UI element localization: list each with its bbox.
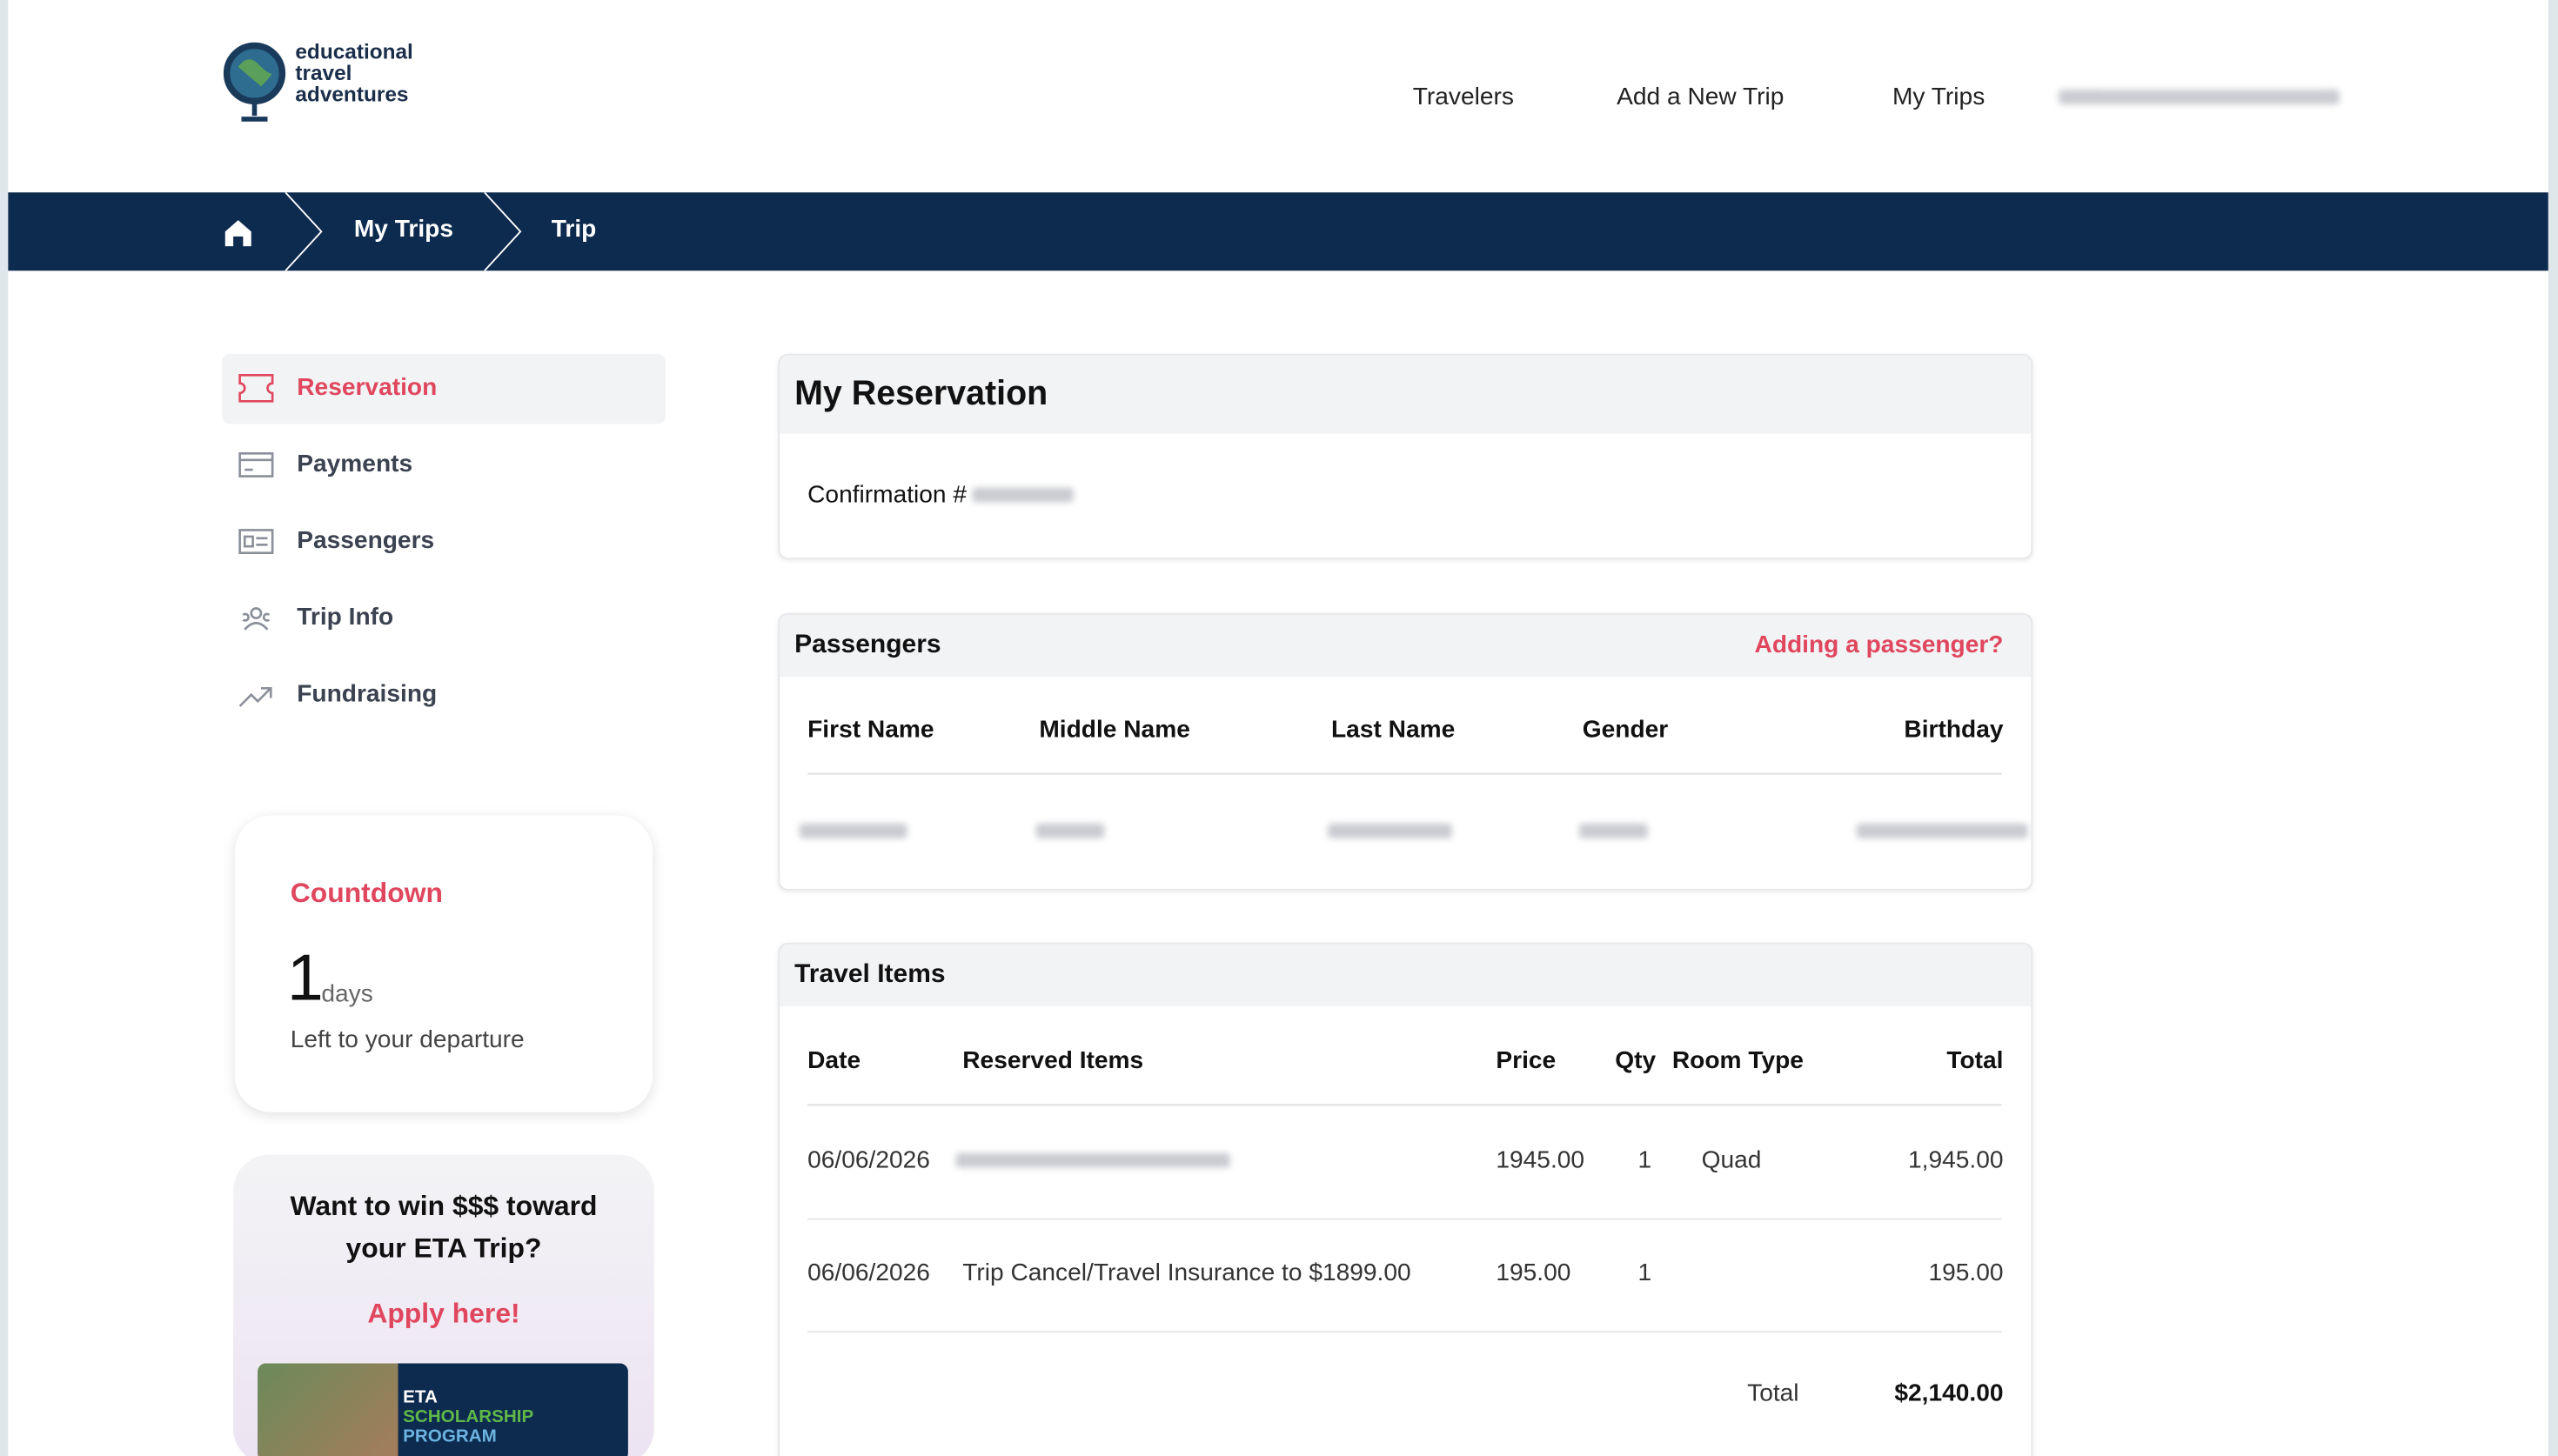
card-title: My Reservation (794, 375, 1048, 413)
menu-item[interactable]: Reservation (297, 373, 438, 402)
menu-item[interactable]: Fundraising (297, 679, 438, 708)
cell: 195.00 (1496, 1259, 1571, 1287)
confirmation-label: Confirmation # (807, 481, 968, 509)
card-title: Travel Items (794, 960, 946, 989)
promo-heading: Want to win $$$ toward your ETA Trip? (290, 1190, 598, 1265)
breadcrumb-shapes (224, 192, 522, 271)
passengers-card: Passengers Adding a passenger? First Name… (778, 613, 2033, 891)
breadcrumb-current: Trip (551, 215, 597, 244)
logo-line: adventures (295, 81, 409, 106)
cell: Trip Cancel/Travel Insurance to $1899.00 (962, 1259, 1411, 1287)
column-header: Middle Name (1039, 716, 1190, 744)
card-title: Passengers (794, 631, 941, 659)
cell: 195.00 (1928, 1259, 2004, 1287)
promo-image-line: ETA (403, 1387, 438, 1408)
column-header: Gender (1582, 716, 1669, 744)
card-header: Passengers Adding a passenger? (780, 614, 2032, 678)
countdown-unit: days (321, 979, 373, 1008)
cell: 1945.00 (1496, 1146, 1585, 1174)
total-value: $2,140.00 (1894, 1379, 2004, 1408)
nav-link[interactable]: Add a New Trip (1617, 83, 1785, 111)
add-passenger-link[interactable]: Adding a passenger? (1754, 631, 2004, 659)
redacted (955, 1152, 1230, 1168)
card-header: Travel Items (780, 944, 2032, 1006)
column-header: Birthday (1904, 716, 2004, 744)
nav-link[interactable]: My Trips (1892, 83, 1985, 111)
cell: 1,945.00 (1908, 1146, 2004, 1174)
column-header: Total (1946, 1046, 2004, 1075)
logo-icon (223, 42, 286, 122)
divider (807, 1331, 2002, 1332)
menu-item[interactable]: Passengers (297, 526, 435, 555)
nav-link[interactable]: Travelers (1412, 83, 1514, 111)
reservation-card: My Reservation Confirmation # (778, 353, 2033, 560)
column-header: First Name (807, 716, 934, 744)
countdown-number: 1 (287, 942, 324, 1015)
cell: 1 (1637, 1146, 1652, 1174)
redacted (1328, 823, 1452, 838)
column-header: Qty (1615, 1046, 1657, 1075)
cell: Quad (1701, 1146, 1762, 1174)
logo-line: travel (295, 60, 352, 85)
redacted (1579, 823, 1648, 838)
divider (807, 1218, 2002, 1220)
menu-icon (238, 373, 274, 403)
breadcrumb-link[interactable]: My Trips (353, 215, 453, 244)
menu-item[interactable]: Trip Info (297, 603, 394, 631)
cell: 06/06/2026 (807, 1259, 930, 1287)
redacted-confirmation (972, 487, 1074, 503)
promo-image-text: ETA SCHOLARSHIP PROGRAM (403, 1388, 533, 1447)
menu-active-bg (222, 353, 666, 424)
breadcrumb-bar (8, 192, 2548, 271)
cell: 1 (1637, 1259, 1652, 1287)
travel-items-card: Travel Items Date Reserved Items Price Qty R… (778, 942, 2033, 1456)
promo-photo (258, 1363, 398, 1456)
column-header: Reserved Items (962, 1046, 1144, 1075)
redacted (1856, 823, 2028, 838)
countdown-caption: Left to your departure (290, 1025, 525, 1054)
menu-icon (238, 529, 274, 554)
divider (807, 1104, 2002, 1106)
menu-icon (238, 451, 274, 478)
total-label: Total (1747, 1379, 1799, 1408)
countdown-card (235, 815, 653, 1112)
logo-line: educational (295, 39, 413, 64)
promo-image-line: SCHOLARSHIP (403, 1407, 534, 1427)
countdown-title: Countdown (290, 877, 444, 909)
menu-item[interactable]: Payments (297, 450, 413, 478)
cell: 06/06/2026 (807, 1146, 930, 1174)
menu-icon (238, 686, 272, 707)
logo-text: educational travel adventures (295, 41, 412, 104)
redacted-user[interactable] (2059, 90, 2340, 104)
column-header: Room Type (1671, 1046, 1804, 1075)
column-header: Date (807, 1046, 861, 1075)
promo-image-line: PROGRAM (403, 1426, 497, 1447)
divider (807, 772, 2002, 775)
card-header: My Reservation (780, 355, 2032, 434)
redacted (1035, 823, 1105, 838)
redacted (799, 823, 907, 838)
column-header: Price (1496, 1046, 1557, 1075)
column-header: Last Name (1331, 716, 1456, 744)
promo-image[interactable]: ETA SCHOLARSHIP PROGRAM (258, 1363, 628, 1456)
menu-icon (242, 607, 271, 631)
promo-link[interactable]: Apply here! (367, 1298, 520, 1330)
